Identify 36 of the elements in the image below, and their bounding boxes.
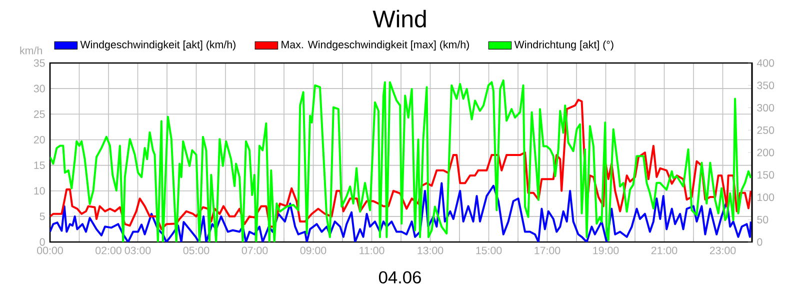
legend-label: Max. Windgeschwindigkeit [max] (km/h) xyxy=(282,40,469,50)
legend-label: Windgeschwindigkeit [akt] (km/h) xyxy=(80,40,236,50)
legend-label: Windrichtung [akt] (°) xyxy=(514,40,614,50)
chart-title: Wind xyxy=(372,10,426,28)
x-tick-label: 09:00 xyxy=(300,246,326,254)
x-tick-label: 23:00 xyxy=(710,246,736,254)
x-tick-label: 19:00 xyxy=(593,246,619,254)
y2-tick-label: 150 xyxy=(758,171,774,179)
y2-tick-label: 350 xyxy=(757,82,774,90)
y2-tick-label: 0 xyxy=(757,238,762,246)
y2-tick-label: 100 xyxy=(758,193,774,202)
y-tick-label: 5 xyxy=(40,212,45,220)
x-tick-label: 15:00 xyxy=(476,246,502,254)
y2-tick-label: 250 xyxy=(757,126,774,134)
x-tick-label: 00:00 xyxy=(37,246,63,254)
y-tick-label: 35 xyxy=(34,59,45,67)
y-tick-label: 15 xyxy=(34,162,45,170)
y2-tick-label: 400 xyxy=(756,59,774,67)
y-tick-label: 20 xyxy=(34,136,45,144)
x-tick-label: 13:00 xyxy=(418,246,444,254)
y-tick-label: 30 xyxy=(34,84,45,92)
x-tick-label: 02:00 xyxy=(96,246,122,254)
x-tick-label: 03:00 xyxy=(124,246,151,254)
y-tick-label: 0 xyxy=(40,238,45,246)
x-tick-label: 05:00 xyxy=(183,246,210,254)
x-tick-label: 17:00 xyxy=(534,246,560,254)
y-tick-label: 25 xyxy=(34,110,45,118)
y-tick-label: 10 xyxy=(34,187,45,195)
y2-tick-label: 300 xyxy=(757,104,774,112)
x-tick-label: 21:00 xyxy=(651,246,678,254)
y2-tick-label: 200 xyxy=(757,148,774,156)
x-tick-label: 11:00 xyxy=(360,246,384,254)
x-tick-label: 07:00 xyxy=(242,246,268,254)
y2-tick-label: 50 xyxy=(757,216,768,224)
x-axis-title: 04.06 xyxy=(378,271,421,284)
y-axis-title: km/h xyxy=(20,46,42,54)
